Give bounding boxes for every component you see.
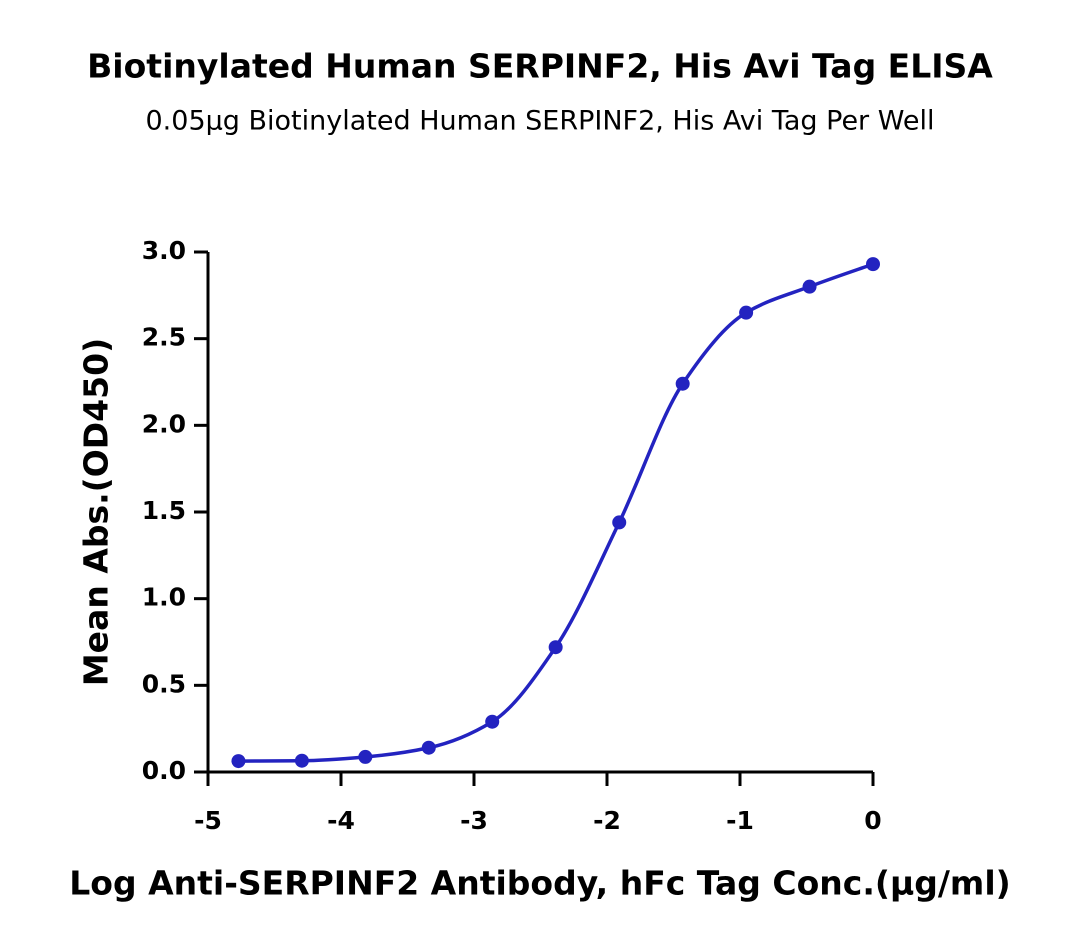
data-point — [548, 640, 563, 655]
chart-subtitle: 0.05μg Biotinylated Human SERPINF2, His … — [146, 106, 935, 137]
x-tick-label: -4 — [327, 806, 355, 835]
fit-curve — [238, 262, 874, 763]
data-point — [739, 305, 754, 320]
data-point — [675, 376, 690, 391]
y-axis-label: Mean Abs.(OD450) — [77, 338, 116, 686]
data-point — [294, 753, 309, 768]
y-tick-label: 0.0 — [142, 756, 186, 785]
x-tick-label: -3 — [460, 806, 488, 835]
x-axis-label: Log Anti-SERPINF2 Antibody, hFc Tag Conc… — [69, 864, 1010, 903]
data-point — [612, 515, 627, 530]
data-point — [485, 714, 500, 729]
data-point — [866, 257, 880, 272]
y-tick-label: 0.5 — [142, 669, 186, 698]
data-point — [421, 740, 436, 755]
x-tick-label: 0 — [864, 806, 881, 835]
y-tick-label: 3.0 — [142, 236, 186, 265]
x-tick-label: -5 — [194, 806, 222, 835]
chart-title: Biotinylated Human SERPINF2, His Avi Tag… — [87, 47, 993, 86]
y-tick-label: 2.5 — [142, 323, 186, 352]
x-tick-label: -1 — [726, 806, 754, 835]
data-point — [231, 754, 246, 769]
y-tick-label: 2.0 — [142, 409, 186, 438]
x-tick-label: -2 — [593, 806, 621, 835]
data-point — [802, 279, 817, 294]
data-point — [358, 749, 373, 764]
y-tick-label: 1.5 — [142, 496, 186, 525]
y-tick-label: 1.0 — [142, 583, 186, 612]
